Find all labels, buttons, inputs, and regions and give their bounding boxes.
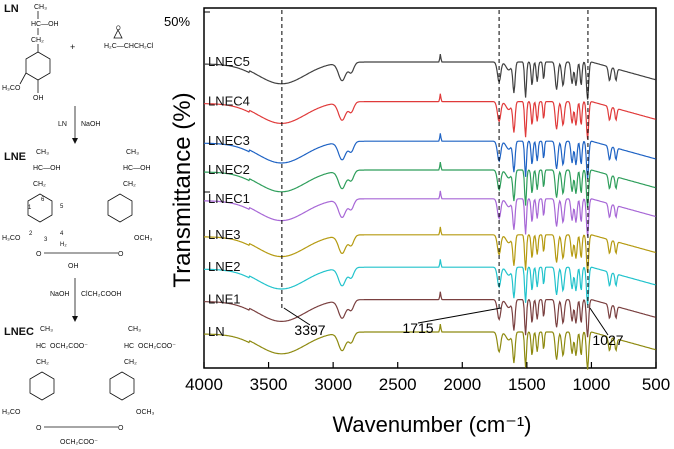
series-label-lnec2: LNEC2 — [208, 162, 250, 177]
lne-methoxy-l: H₃CO — [2, 235, 21, 242]
series-label-ln: LN — [208, 324, 225, 339]
ftir-chart: LNEC5LNEC4LNEC3LNEC2LNEC1LNE3LNE2LNE1LN … — [164, 7, 670, 437]
plot-frame — [203, 7, 657, 369]
lnec-ring-r — [109, 371, 135, 401]
lne-ch2-r: CH₂ — [123, 181, 136, 188]
lne-methyl-l: CH₃ — [36, 149, 49, 156]
arrow-1715 — [417, 307, 502, 324]
annotation-layer: 3397 1715 1027 — [281, 10, 624, 348]
lnec-ch2-l: CH₂ — [36, 359, 49, 366]
series-line-lne3 — [204, 226, 656, 273]
lnec-ch2-r: CH₂ — [124, 359, 137, 366]
plot-border — [203, 7, 657, 369]
epichlorohydrin: H₂C—CHCH₂Cl — [104, 43, 154, 50]
annotation-1027: 1027 — [592, 332, 623, 348]
series-line-lne1 — [204, 291, 656, 338]
x-tick-label: 3500 — [250, 375, 288, 394]
ln-label: LN — [4, 3, 19, 15]
lnec-o-r: O — [118, 425, 124, 432]
x-tick-label: 2000 — [443, 375, 481, 394]
lne-h2: H₂ — [60, 242, 67, 248]
ln-oh: OH — [33, 95, 44, 102]
lnec-ring-l — [29, 371, 55, 401]
annotation-3397: 3397 — [294, 322, 325, 338]
x-tick-label: 3000 — [314, 375, 352, 394]
lne-num-2: 2 — [29, 231, 33, 237]
arrow-1-head — [72, 138, 78, 144]
lnec-methoxy-l: H₃CO — [2, 409, 21, 416]
lnec-carboxy-r: OCH₂COO⁻ — [138, 343, 176, 350]
series-line-lnec2 — [204, 162, 656, 208]
arrow-2-left: NaOH — [50, 291, 69, 298]
plus-sign: + — [70, 42, 75, 52]
lne-o-r: O — [118, 251, 124, 258]
lnec-label: LNEC — [4, 326, 34, 338]
series-label-lne3: LNE3 — [208, 227, 241, 242]
x-tick-label: 500 — [642, 375, 670, 394]
lne-num-6: 6 — [41, 197, 45, 203]
lne-label: LNE — [4, 151, 26, 163]
epoxide-ring — [113, 29, 123, 39]
series-layer: LNEC5 LNEC4 LNEC3 LNEC2 LNEC1 LNE3 LNE2 LNE1 LN — [204, 54, 656, 370]
synthesis-scheme: LN CH₃ HC—OH CH₂ H₃CO OH + O H₂C—CHCH₂Cl… — [2, 3, 176, 446]
lnec-methyl-l: CH₃ — [40, 326, 53, 333]
lne-methoxy-r: OCH₃ — [134, 235, 153, 242]
series-label-lnec5: LNEC5 — [208, 54, 250, 69]
lne-hcoh-r: HC—OH — [123, 165, 151, 172]
lne-oh-mid: OH — [68, 263, 79, 270]
x-tick-label: 2500 — [379, 375, 417, 394]
x-tick-label: 4000 — [185, 375, 223, 394]
series-label-lnec4: LNEC4 — [208, 94, 250, 109]
x-tick-label: 1000 — [573, 375, 611, 394]
lnec-methoxy-r: OCH₃ — [136, 409, 155, 416]
lne-num-4: 4 — [60, 231, 64, 237]
lnec-carboxy-bottom: OCH₂COO⁻ — [60, 439, 98, 446]
lne-ch2-l: CH₂ — [33, 181, 46, 188]
ln-bond-4 — [19, 72, 27, 85]
arrow-1-left: LN — [58, 121, 67, 128]
series-line-lnec5 — [204, 54, 656, 100]
arrow-3397 — [283, 307, 311, 326]
epoxide-o: O — [116, 26, 121, 32]
lne-num-1: 1 — [28, 205, 32, 211]
x-axis-label: Wavenumber (cm⁻¹) — [332, 412, 531, 437]
series-line-lnec3 — [204, 133, 656, 179]
lne-ring-l — [27, 193, 53, 223]
lne-num-3: 3 — [44, 237, 48, 243]
x-tick-label: 1500 — [508, 375, 546, 394]
lne-num-5: 5 — [60, 204, 64, 210]
lne-ring-r — [107, 193, 133, 223]
annotation-1715: 1715 — [402, 320, 433, 336]
series-label-lnec3: LNEC3 — [208, 133, 250, 148]
ln-ring — [25, 51, 51, 81]
lnec-carboxy-l: OCH₂COO⁻ — [50, 343, 88, 350]
series-line-lne2 — [204, 259, 656, 305]
lnec-hc-l: HC — [36, 343, 46, 350]
lnec-methyl-r: CH₃ — [128, 326, 141, 333]
y-axis-label: Transmittance (%) — [169, 92, 196, 287]
lnec-o-l: O — [36, 425, 42, 432]
lne-o-l: O — [36, 251, 42, 258]
ln-ch2: CH₂ — [31, 37, 44, 44]
axis-layer: 4000 3500 3000 2500 2000 1500 1000 500 — [185, 362, 670, 394]
series-label-lne1: LNE1 — [208, 292, 241, 307]
series-line-lnec1 — [204, 190, 656, 237]
arrow-2-head — [72, 316, 78, 322]
lnec-hc-r: HC — [124, 343, 134, 350]
ln-methyl: CH₃ — [34, 4, 47, 11]
arrow-1027 — [589, 307, 609, 336]
arrow-2-right: ClCH₂COOH — [81, 291, 121, 298]
lne-hcoh-l: HC—OH — [33, 165, 61, 172]
series-line-lnec4 — [204, 93, 656, 140]
series-label-lnec1: LNEC1 — [208, 191, 250, 206]
lne-methyl-r: CH₃ — [126, 149, 139, 156]
scale-bar-label: 50% — [164, 14, 190, 29]
arrow-1-right: NaOH — [81, 121, 100, 128]
series-line-ln — [204, 324, 656, 370]
ln-methoxy: H₃CO — [2, 85, 21, 92]
series-label-lne2: LNE2 — [208, 259, 241, 274]
ln-hcoh: HC—OH — [31, 21, 59, 28]
